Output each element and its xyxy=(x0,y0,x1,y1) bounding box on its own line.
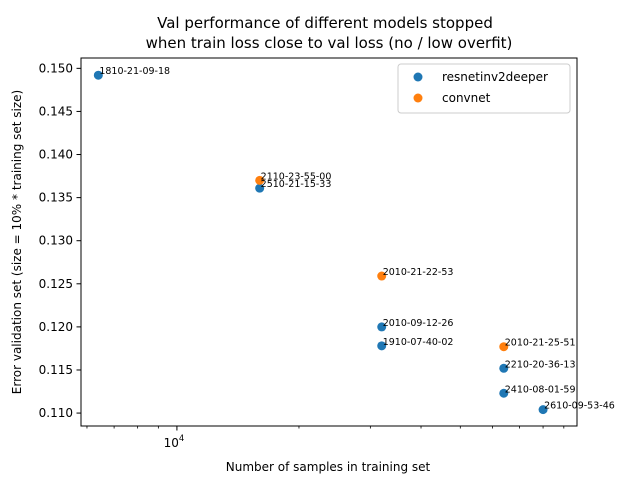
point-convnet-2 xyxy=(499,342,509,352)
annotation-resnetinv2deeper-0: 1810-21-09-18 xyxy=(99,66,170,77)
legend: resnetinv2deeper convnet xyxy=(397,63,571,114)
point-annotations: 1810-21-09-18 2510-21-15-33 2010-09-12-26 1… xyxy=(99,66,614,411)
data-points xyxy=(93,70,548,415)
annotation-resnetinv2deeper-1: 2510-21-15-33 xyxy=(261,179,332,190)
annotation-convnet-0: 2110-23-55-00 xyxy=(261,171,332,182)
point-resnetinv2deeper-0 xyxy=(93,70,103,80)
legend-box xyxy=(397,63,571,114)
y-tick-label-7: 0.145 xyxy=(39,104,73,118)
point-resnetinv2deeper-5 xyxy=(499,388,509,398)
x-axis-label: Number of samples in training set xyxy=(226,460,431,474)
y-tick-label-1: 0.115 xyxy=(39,363,73,377)
annotation-convnet-2: 2010-21-25-51 xyxy=(505,338,576,349)
legend-marker-convnet xyxy=(413,93,423,103)
annotation-resnetinv2deeper-2: 2010-09-12-26 xyxy=(383,318,454,329)
annotation-resnetinv2deeper-5: 2410-08-01-59 xyxy=(505,384,576,395)
plot-frame xyxy=(80,57,578,427)
point-convnet-0 xyxy=(255,175,265,185)
y-tick-label-8: 0.150 xyxy=(39,61,73,75)
y-axis-label: Error validation set (size = 10% * train… xyxy=(10,90,24,394)
annotation-resnetinv2deeper-6: 2610-09-53-46 xyxy=(544,401,615,412)
y-tick-label-4: 0.130 xyxy=(39,234,73,248)
point-resnetinv2deeper-4 xyxy=(499,363,509,373)
y-tick-label-6: 0.140 xyxy=(39,148,73,162)
y-tick-label-2: 0.120 xyxy=(39,320,73,334)
point-resnetinv2deeper-2 xyxy=(377,322,387,332)
point-convnet-1 xyxy=(377,271,387,281)
chart-title-line2: when train loss close to val loss (no / … xyxy=(146,34,513,52)
point-resnetinv2deeper-1 xyxy=(255,183,265,193)
annotation-convnet-1: 2010-21-22-53 xyxy=(383,267,454,278)
y-tick-label-0: 0.110 xyxy=(39,406,73,420)
legend-label-convnet: convnet xyxy=(442,91,491,105)
point-resnetinv2deeper-3 xyxy=(377,341,387,351)
x-tick-label: 104 xyxy=(164,434,185,450)
legend-marker-resnetinv2deeper xyxy=(413,72,423,82)
annotation-resnetinv2deeper-3: 1910-07-40-02 xyxy=(383,337,454,348)
y-tick-label-3: 0.125 xyxy=(39,277,73,291)
legend-label-resnetinv2deeper: resnetinv2deeper xyxy=(442,70,548,84)
y-tick-label-5: 0.135 xyxy=(39,191,73,205)
point-resnetinv2deeper-6 xyxy=(538,405,548,415)
chart-title-line1: Val performance of different models stop… xyxy=(157,14,493,32)
axes-ticks: 0.110 0.115 0.120 0.125 0.130 0.135 0.140 0.145… xyxy=(39,61,565,450)
annotation-resnetinv2deeper-4: 2210-20-36-13 xyxy=(505,359,576,370)
